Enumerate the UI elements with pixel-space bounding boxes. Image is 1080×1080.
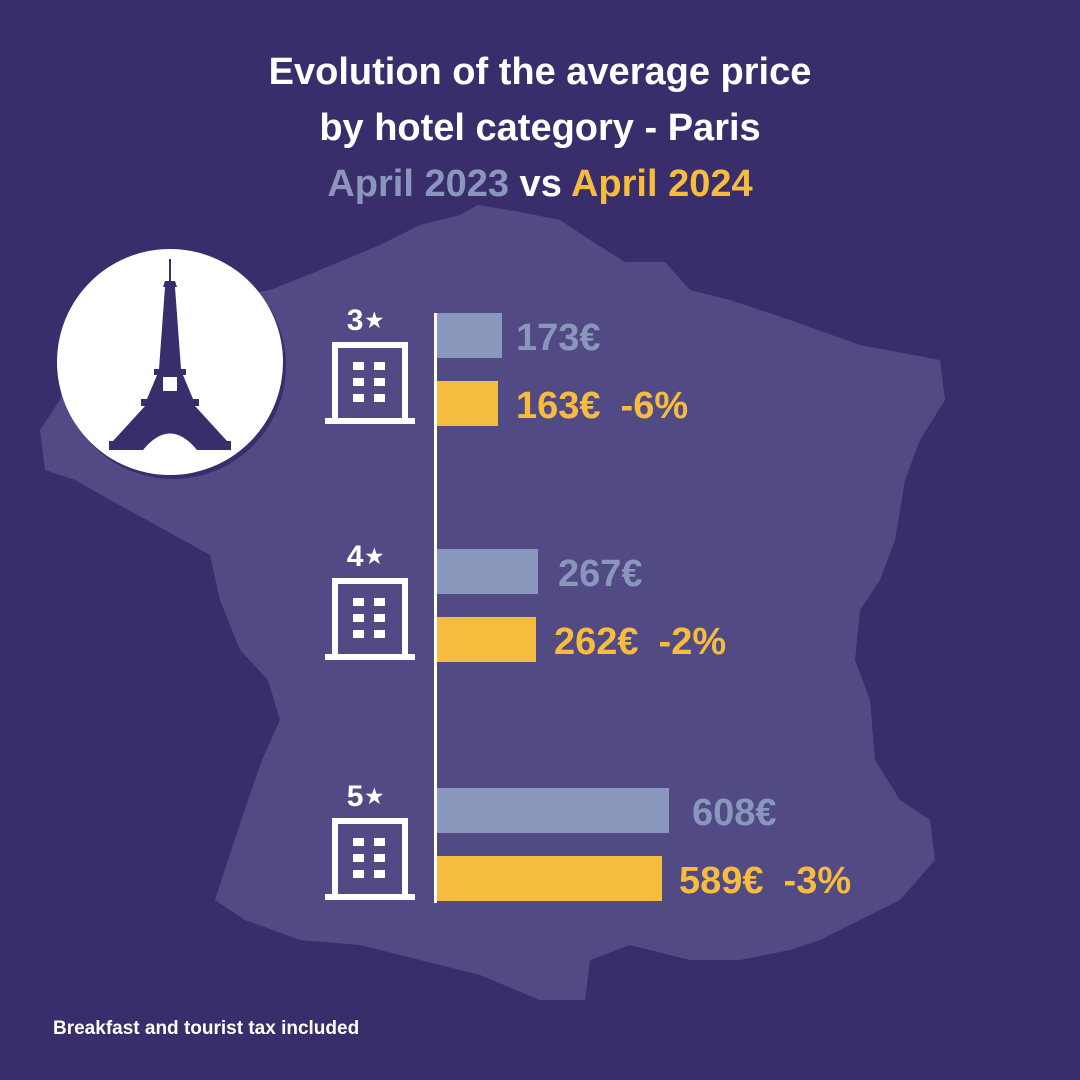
- star-rating-label: 5 ★: [346, 780, 384, 813]
- change-3-star: -6%: [620, 385, 689, 427]
- star-icon: ★: [365, 546, 384, 568]
- hotel-building-icon: [325, 818, 415, 900]
- bar-4-star-april-2023: [437, 549, 538, 594]
- paris-badge: [57, 249, 283, 475]
- value-3-star-april-2023: 173€: [516, 317, 601, 359]
- value-5-star-april-2023: 608€: [692, 792, 777, 834]
- chart-title: Evolution of the average price by hotel …: [0, 44, 1080, 212]
- legend-april-2024: April 2024: [570, 163, 753, 205]
- bar-5-star-april-2023: [437, 788, 669, 833]
- bar-4-star-april-2024: [437, 617, 536, 662]
- legend-vs: vs: [509, 163, 571, 205]
- title-line-1: Evolution of the average price: [268, 51, 812, 93]
- star-icon: ★: [365, 310, 384, 332]
- bar-3-star-april-2024: [437, 381, 498, 426]
- eiffel-tower-icon: [109, 259, 231, 450]
- value-3-star-april-2024: 163€ -6%: [516, 385, 689, 427]
- hotel-building-icon: [325, 342, 415, 424]
- hotel-building-icon: [325, 578, 415, 660]
- star-rating-label: 3 ★: [346, 304, 384, 337]
- star-icon: ★: [365, 786, 384, 808]
- value-4-star-april-2023: 267€: [558, 553, 643, 595]
- change-4-star: -2%: [658, 621, 727, 663]
- bar-5-star-april-2024: [437, 856, 662, 901]
- subtitle-legend: April 2023 vs April 2024: [0, 156, 1080, 212]
- legend-april-2023: April 2023: [327, 163, 509, 205]
- chart-axis-line: [434, 313, 437, 903]
- title-line-2: by hotel category - Paris: [319, 107, 761, 149]
- footnote: Breakfast and tourist tax included: [53, 1018, 360, 1039]
- star-rating-label: 4 ★: [346, 540, 384, 573]
- change-5-star: -3%: [783, 860, 852, 902]
- value-4-star-april-2024: 262€ -2%: [554, 621, 727, 663]
- value-5-star-april-2024: 589€ -3%: [679, 860, 852, 902]
- bar-3-star-april-2023: [437, 313, 502, 358]
